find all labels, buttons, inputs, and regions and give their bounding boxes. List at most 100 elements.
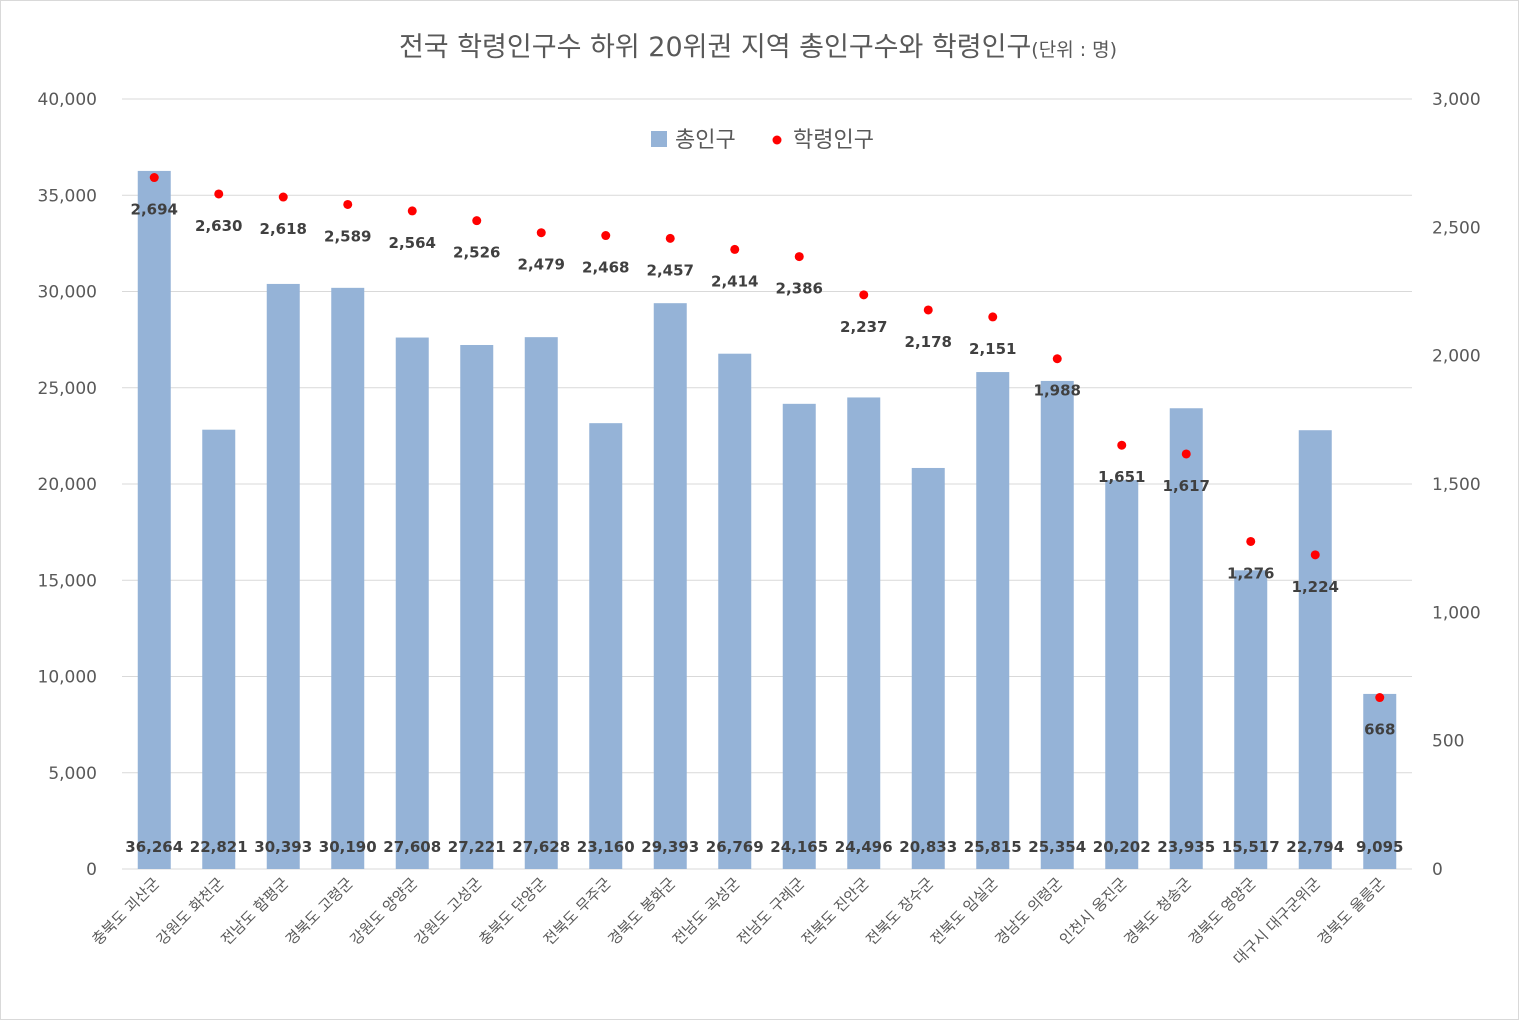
point-data-label: 2,151 xyxy=(969,340,1016,358)
bar xyxy=(266,283,300,869)
legend-dot-swatch xyxy=(772,135,782,145)
bar xyxy=(847,397,881,869)
category-label: 경북도 울릉군 xyxy=(1314,874,1389,949)
chart-title: 전국 학령인구수 하위 20위권 지역 총인구수와 학령인구(단위 : 명) xyxy=(399,32,1117,63)
scatter-point xyxy=(214,189,224,199)
category-label: 전북도 진안군 xyxy=(798,874,873,949)
left-tick-label: 15,000 xyxy=(38,571,97,591)
scatter-point xyxy=(149,173,159,183)
scatter-point xyxy=(859,290,869,300)
left-axis: 0 5,000 10,000 15,000 20,000 25,000 30,000 35,0… xyxy=(38,90,97,880)
bar xyxy=(1298,430,1332,869)
point-data-label: 2,564 xyxy=(389,234,436,252)
bar-data-label: 22,821 xyxy=(190,838,248,856)
point-data-label: 2,630 xyxy=(195,217,242,235)
point-data-label: 2,618 xyxy=(260,220,307,238)
category-label: 전북도 무주군 xyxy=(540,874,615,949)
bar xyxy=(1169,408,1203,869)
right-tick-label: 3,000 xyxy=(1432,90,1481,110)
scatter-point xyxy=(343,199,353,209)
scatter-point xyxy=(1310,550,1320,560)
point-data-label: 2,589 xyxy=(324,227,371,245)
scatter-point xyxy=(665,233,675,243)
bar-data-label: 27,608 xyxy=(383,838,441,856)
category-label: 충북도 단양군 xyxy=(475,874,550,949)
bar xyxy=(718,353,752,869)
right-tick-label: 2,000 xyxy=(1432,347,1481,367)
bar xyxy=(202,429,236,869)
point-data-label: 1,276 xyxy=(1227,564,1274,582)
left-tick-label: 35,000 xyxy=(38,186,97,206)
bar-data-label: 27,628 xyxy=(512,838,570,856)
category-label: 전북도 임실군 xyxy=(927,874,1002,949)
point-data-label: 2,457 xyxy=(647,261,694,279)
bar-data-label: 36,264 xyxy=(125,838,183,856)
scatter-point xyxy=(1117,440,1127,450)
bar-data-label: 24,496 xyxy=(835,838,893,856)
bar-data-label: 24,165 xyxy=(770,838,828,856)
bar-data-label: 22,794 xyxy=(1286,838,1344,856)
bar-data-label: 25,815 xyxy=(964,838,1022,856)
category-label: 경북도 고령군 xyxy=(282,874,357,949)
right-tick-label: 0 xyxy=(1432,860,1443,880)
point-data-label: 1,617 xyxy=(1163,477,1210,495)
bar-data-label: 23,160 xyxy=(577,838,635,856)
bar-data-label: 20,202 xyxy=(1093,838,1151,856)
bar-data-label: 23,935 xyxy=(1157,838,1215,856)
point-data-label: 1,651 xyxy=(1098,468,1145,486)
right-tick-label: 2,500 xyxy=(1432,218,1481,238)
bar-data-label: 25,354 xyxy=(1028,838,1086,856)
legend-dot-label: 학령인구 xyxy=(793,128,874,153)
right-tick-label: 1,000 xyxy=(1432,603,1481,623)
dots: 2,694 2,630 2,618 2,589 2,564 2,526 2,479 2,468… xyxy=(131,173,1395,739)
scatter-point xyxy=(730,244,740,254)
gridlines xyxy=(122,98,1412,870)
point-data-label: 1,224 xyxy=(1292,578,1339,596)
scatter-point xyxy=(601,231,611,241)
scatter-point xyxy=(278,192,288,202)
bar xyxy=(395,337,429,869)
bar xyxy=(976,372,1010,869)
category-label: 경북도 청송군 xyxy=(1120,874,1195,949)
bar-data-label: 20,833 xyxy=(899,838,957,856)
scatter-point xyxy=(794,252,804,262)
point-data-label: 2,414 xyxy=(711,272,758,290)
scatter-point xyxy=(536,228,546,238)
scatter-point xyxy=(1181,449,1191,459)
point-data-label: 2,237 xyxy=(840,318,887,336)
scatter-point xyxy=(1375,693,1385,703)
scatter-point xyxy=(923,305,933,315)
category-label: 인천시 옹진군 xyxy=(1056,874,1131,949)
right-tick-label: 500 xyxy=(1432,732,1464,752)
scatter-point xyxy=(472,216,482,226)
legend-bar-label: 총인구 xyxy=(675,128,736,153)
category-label: 강원도 화천군 xyxy=(153,874,228,949)
scatter-point xyxy=(988,312,998,322)
point-data-label: 2,479 xyxy=(518,256,565,274)
category-label: 경북도 봉화군 xyxy=(604,874,679,949)
bar xyxy=(782,403,816,869)
chart-title-main: 전국 학령인구수 하위 20위권 지역 총인구수와 학령인구 xyxy=(399,32,1031,63)
chart-title-unit: (단위 : 명) xyxy=(1031,39,1117,61)
bar xyxy=(589,423,623,869)
bar-data-label: 27,221 xyxy=(448,838,506,856)
bar-data-label: 29,393 xyxy=(641,838,699,856)
bar-data-label: 30,190 xyxy=(319,838,377,856)
point-data-label: 2,178 xyxy=(905,333,952,351)
bar-data-label: 15,517 xyxy=(1222,838,1280,856)
bar xyxy=(524,337,558,869)
category-label: 전남도 함평군 xyxy=(217,874,292,949)
legend: 총인구 학령인구 xyxy=(651,128,874,153)
category-label: 전남도 곡성군 xyxy=(669,874,744,949)
left-tick-label: 10,000 xyxy=(38,668,97,688)
category-label: 강원도 고성군 xyxy=(411,874,486,949)
bar-data-label: 26,769 xyxy=(706,838,764,856)
point-data-label: 668 xyxy=(1364,721,1395,739)
bar xyxy=(137,170,171,870)
bars: 36,264 22,821 30,393 30,190 27,608 27,221 27,6… xyxy=(125,170,1403,870)
right-tick-label: 1,500 xyxy=(1432,475,1481,495)
category-label: 전남도 구례군 xyxy=(733,874,808,949)
legend-bar-swatch xyxy=(651,131,667,147)
